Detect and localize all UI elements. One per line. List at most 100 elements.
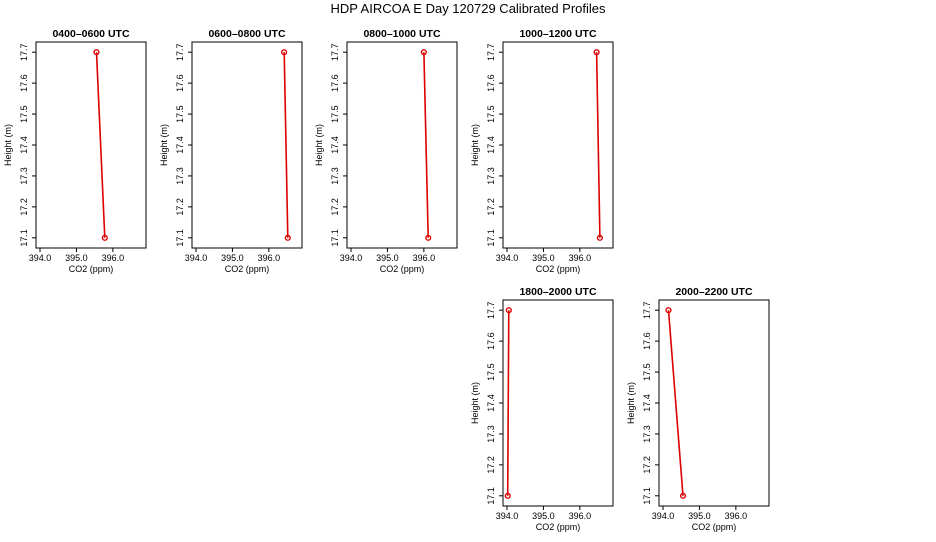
y-tick-label: 17.6 bbox=[486, 332, 496, 350]
data-point bbox=[281, 49, 288, 56]
y-tick-label: 17.1 bbox=[175, 229, 185, 247]
profile-line bbox=[283, 52, 289, 238]
y-tick-label: 17.4 bbox=[330, 136, 340, 154]
y-tick-label: 17.1 bbox=[486, 229, 496, 247]
data-point bbox=[284, 234, 291, 241]
x-tick-label: 394.0 bbox=[185, 253, 208, 263]
data-point bbox=[425, 234, 432, 241]
x-tick-label: 394.0 bbox=[652, 511, 675, 521]
x-tick-label: 396.0 bbox=[102, 253, 125, 263]
x-tick-label: 394.0 bbox=[340, 253, 363, 263]
y-tick-label: 17.2 bbox=[19, 198, 29, 216]
y-tick-label: 17.4 bbox=[486, 136, 496, 154]
y-axis-label: Height (m) bbox=[3, 124, 13, 166]
y-tick-label: 17.1 bbox=[19, 229, 29, 247]
y-axis-label: Height (m) bbox=[626, 382, 636, 424]
x-axis-label: CO2 (ppm) bbox=[536, 264, 581, 274]
panel-title: 1000–1200 UTC bbox=[519, 28, 596, 40]
panel-title: 0400–0600 UTC bbox=[52, 28, 129, 40]
x-tick-label: 396.0 bbox=[725, 511, 748, 521]
x-tick-label: 395.0 bbox=[221, 253, 244, 263]
y-axis-label: Height (m) bbox=[470, 382, 480, 424]
y-tick-label: 17.5 bbox=[486, 363, 496, 381]
panel-title: 0800–1000 UTC bbox=[363, 28, 440, 40]
y-tick-label: 17.2 bbox=[486, 198, 496, 216]
profile-line bbox=[95, 52, 106, 238]
y-tick-label: 17.7 bbox=[486, 43, 496, 61]
y-tick-label: 17.6 bbox=[19, 74, 29, 92]
plot-frame bbox=[35, 41, 147, 249]
data-point bbox=[93, 49, 100, 56]
y-tick-label: 17.7 bbox=[330, 43, 340, 61]
data-point bbox=[101, 234, 108, 241]
panel-title: 2000–2200 UTC bbox=[675, 286, 752, 298]
y-axis-label: Height (m) bbox=[314, 124, 324, 166]
data-point bbox=[665, 307, 672, 314]
x-tick-label: 396.0 bbox=[413, 253, 436, 263]
y-axis-label: Height (m) bbox=[470, 124, 480, 166]
y-axis-label: Height (m) bbox=[159, 124, 169, 166]
y-tick-label: 17.4 bbox=[486, 394, 496, 412]
y-tick-label: 17.7 bbox=[19, 43, 29, 61]
y-tick-label: 17.5 bbox=[175, 105, 185, 123]
profile-line bbox=[506, 310, 510, 496]
y-tick-label: 17.3 bbox=[642, 425, 652, 443]
y-tick-label: 17.3 bbox=[486, 167, 496, 185]
y-tick-label: 17.1 bbox=[330, 229, 340, 247]
x-tick-label: 395.0 bbox=[65, 253, 88, 263]
y-tick-label: 17.1 bbox=[486, 487, 496, 505]
x-tick-label: 394.0 bbox=[496, 253, 519, 263]
panel-title: 1800–2000 UTC bbox=[519, 286, 596, 298]
x-axis-label: CO2 (ppm) bbox=[69, 264, 114, 274]
x-tick-label: 396.0 bbox=[569, 253, 592, 263]
y-tick-label: 17.7 bbox=[486, 301, 496, 319]
data-point bbox=[504, 492, 511, 499]
data-point bbox=[593, 49, 600, 56]
x-tick-label: 394.0 bbox=[496, 511, 519, 521]
y-tick-label: 17.3 bbox=[19, 167, 29, 185]
y-tick-label: 17.2 bbox=[175, 198, 185, 216]
x-tick-label: 396.0 bbox=[258, 253, 281, 263]
y-tick-label: 17.3 bbox=[486, 425, 496, 443]
y-tick-label: 17.6 bbox=[642, 332, 652, 350]
plot-frame bbox=[346, 41, 458, 249]
y-tick-label: 17.2 bbox=[330, 198, 340, 216]
y-tick-label: 17.2 bbox=[642, 456, 652, 474]
panel-title: 0600–0800 UTC bbox=[208, 28, 285, 40]
x-axis-label: CO2 (ppm) bbox=[380, 264, 425, 274]
y-tick-label: 17.5 bbox=[19, 105, 29, 123]
y-tick-label: 17.3 bbox=[330, 167, 340, 185]
profile-line bbox=[595, 52, 601, 238]
x-tick-label: 395.0 bbox=[688, 511, 711, 521]
y-tick-label: 17.3 bbox=[175, 167, 185, 185]
x-axis-label: CO2 (ppm) bbox=[225, 264, 270, 274]
y-tick-label: 17.4 bbox=[175, 136, 185, 154]
y-tick-label: 17.6 bbox=[330, 74, 340, 92]
y-tick-label: 17.6 bbox=[486, 74, 496, 92]
x-tick-label: 396.0 bbox=[569, 511, 592, 521]
y-tick-label: 17.4 bbox=[642, 394, 652, 412]
x-axis-label: CO2 (ppm) bbox=[692, 522, 737, 532]
main-title: HDP AIRCOA E Day 120729 Calibrated Profi… bbox=[330, 1, 606, 16]
x-tick-label: 395.0 bbox=[532, 511, 555, 521]
plot-frame bbox=[502, 299, 614, 507]
y-tick-label: 17.7 bbox=[642, 301, 652, 319]
y-tick-label: 17.2 bbox=[486, 456, 496, 474]
x-axis-label: CO2 (ppm) bbox=[536, 522, 581, 532]
data-point bbox=[420, 49, 427, 56]
y-tick-label: 17.4 bbox=[19, 136, 29, 154]
data-point bbox=[505, 307, 512, 314]
y-tick-label: 17.5 bbox=[486, 105, 496, 123]
x-tick-label: 395.0 bbox=[376, 253, 399, 263]
y-tick-label: 17.5 bbox=[642, 363, 652, 381]
y-tick-label: 17.6 bbox=[175, 74, 185, 92]
y-tick-label: 17.5 bbox=[330, 105, 340, 123]
x-tick-label: 394.0 bbox=[29, 253, 52, 263]
data-point bbox=[679, 492, 687, 499]
